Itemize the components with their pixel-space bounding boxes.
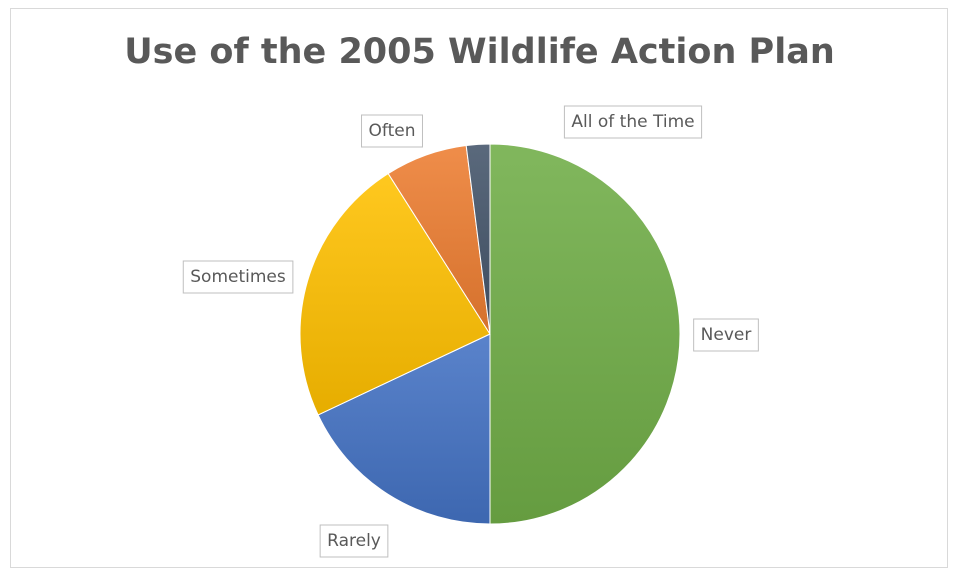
data-label-box: [563, 105, 703, 139]
pie-labels: Never Rarely Sometimes Often All of the Time: [182, 105, 759, 558]
pie-slice-never: [489, 143, 681, 525]
chart-title: Use of the 2005 Wildlife Action Plan: [124, 32, 835, 72]
data-label-text: Sometimes: [190, 267, 286, 287]
data-label-never: Never: [693, 318, 759, 352]
data-label-rarely: Rarely: [319, 524, 389, 558]
data-label-text: Never: [701, 325, 752, 345]
data-label-text: All of the Time: [571, 112, 694, 132]
data-label-box: [182, 260, 294, 294]
data-label-often: Often: [361, 114, 423, 148]
data-label-text: Often: [369, 121, 416, 141]
data-label-box: [361, 114, 423, 148]
data-label-sometimes: Sometimes: [182, 260, 294, 294]
data-label-text: Rarely: [327, 531, 381, 551]
pie-slice-all-of-the-time: [465, 143, 491, 335]
pie-slices: [299, 143, 681, 525]
pie-slice-rarely: [317, 333, 491, 525]
pie-slice-sometimes: [299, 172, 491, 416]
data-label-box: [693, 318, 759, 352]
data-label-box: [319, 524, 389, 558]
data-label-all-of-the-time: All of the Time: [563, 105, 703, 139]
